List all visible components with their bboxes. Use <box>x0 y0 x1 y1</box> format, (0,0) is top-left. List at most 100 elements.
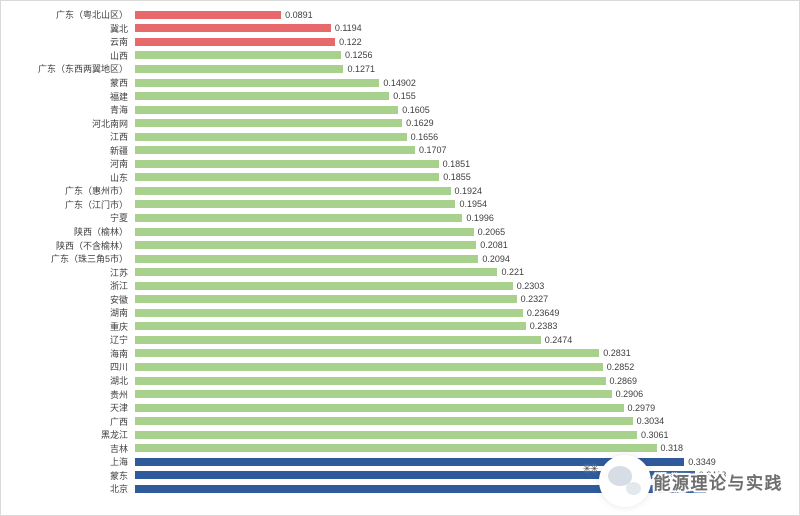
value-label: 0.2906 <box>615 389 644 400</box>
value-label: 0.1707 <box>418 145 447 156</box>
bar-row: 天津 0.2979 <box>5 401 797 415</box>
bar-row: 广东（东西两翼地区） 0.1271 <box>5 62 797 76</box>
bar <box>135 444 657 453</box>
bar-row: 广东（江门市） 0.1954 <box>5 198 797 212</box>
bar <box>135 335 541 344</box>
category-label: 云南 <box>109 37 128 48</box>
bar <box>135 457 685 466</box>
bar <box>135 200 456 209</box>
bar-row: 陕西（不含榆林） 0.2081 <box>5 238 797 252</box>
bar <box>135 362 603 371</box>
bar <box>135 268 498 277</box>
category-label: 浙江 <box>109 281 128 292</box>
value-label: 0.3034 <box>636 416 665 427</box>
category-label: 江西 <box>109 132 128 143</box>
value-label: 0.3413 <box>698 470 727 481</box>
value-label: 0.23649 <box>526 307 560 318</box>
bar <box>135 390 612 399</box>
bar-row: 冀北 0.1194 <box>5 22 797 36</box>
bar-row: 江苏 0.221 <box>5 265 797 279</box>
bar <box>135 227 474 236</box>
bar-row: 吉林 0.318 <box>5 442 797 456</box>
category-label: 广东（粤北山区） <box>55 10 128 21</box>
category-label: 蒙东 <box>109 470 128 481</box>
category-label: 湖北 <box>109 376 128 387</box>
value-label: 0.2852 <box>606 361 635 372</box>
bar <box>135 241 477 250</box>
category-label: 山东 <box>109 172 128 183</box>
bar-row: 广西 0.3034 <box>5 414 797 428</box>
value-label: 0.1855 <box>443 172 471 183</box>
value-label: 0.221 <box>501 267 524 278</box>
category-label: 河北南网 <box>91 118 128 129</box>
bar-row: 青海 0.1605 <box>5 103 797 117</box>
category-label: 冀北 <box>109 23 128 34</box>
bar-row: 广东（惠州市） 0.1924 <box>5 184 797 198</box>
category-label: 新疆 <box>109 145 128 156</box>
bar-row: 黑龙江 0.3061 <box>5 428 797 442</box>
bar <box>135 403 624 412</box>
category-label: 河南 <box>109 159 128 170</box>
bar <box>135 471 695 480</box>
category-label: 蒙西 <box>109 78 128 88</box>
value-label: 0.2831 <box>603 348 631 359</box>
bar-row: 江西 0.1656 <box>5 130 797 144</box>
bar <box>135 24 331 33</box>
value-label: 0.1271 <box>347 63 375 74</box>
bar <box>135 119 403 128</box>
category-label: 安徽 <box>109 294 128 305</box>
bar <box>135 146 415 155</box>
bar-row: 蒙西 0.14902 <box>5 76 797 90</box>
bar <box>135 51 341 60</box>
value-label: 0.2303 <box>516 280 545 291</box>
category-label: 宁夏 <box>109 213 128 224</box>
bar <box>135 430 637 439</box>
bar <box>135 417 633 426</box>
value-label: 0.0891 <box>285 9 313 20</box>
category-label: 辽宁 <box>109 335 128 346</box>
chart: 广东（粤北山区） 0.0891 冀北 0.1194 云南 0.122 山西 0.1256 广东（… <box>5 8 797 496</box>
value-label: 0.3349 <box>688 456 716 467</box>
wechat-logo-icon <box>598 455 651 507</box>
category-label: 贵州 <box>109 389 128 400</box>
value-label: 0.1656 <box>410 131 439 142</box>
value-label: 0.318 <box>660 443 684 454</box>
value-label: 0.1629 <box>406 118 434 129</box>
category-label: 重庆 <box>109 321 128 332</box>
bar <box>135 484 706 493</box>
bar-row: 浙江 0.2303 <box>5 279 797 293</box>
value-label: 0.1954 <box>459 199 487 210</box>
bar <box>135 92 390 101</box>
value-label: 0.14902 <box>383 77 416 88</box>
value-label: 0.2979 <box>627 402 656 413</box>
bar <box>135 349 600 358</box>
bar <box>135 186 451 195</box>
bar <box>135 281 513 290</box>
bar-row: 重庆 0.2383 <box>5 320 797 334</box>
bar <box>135 173 440 182</box>
value-label: 0.2327 <box>520 294 549 305</box>
bar-row: 广东（珠三角5市） 0.2094 <box>5 252 797 266</box>
category-label: 黑龙江 <box>100 430 128 441</box>
category-label: 青海 <box>109 105 128 116</box>
watermark: ✳✳ 能源理论与实践 <box>583 455 783 507</box>
bar-row: 陕西（榆林） 0.2065 <box>5 225 797 239</box>
bar <box>135 159 439 168</box>
value-label: 0.2094 <box>482 253 510 264</box>
bar-row: 安徽 0.2327 <box>5 292 797 306</box>
bar-row: 湖南 0.23649 <box>5 306 797 320</box>
bar-row: 湖北 0.2869 <box>5 374 797 388</box>
value-label: 0.2081 <box>480 240 508 251</box>
category-label: 广东（珠三角5市） <box>50 254 128 265</box>
bar <box>135 132 407 141</box>
category-label: 广东（东西两翼地区） <box>37 64 128 75</box>
category-label: 四川 <box>109 362 128 373</box>
value-label: 0.122 <box>339 36 362 47</box>
category-label: 上海 <box>109 457 128 468</box>
value-label: 0.1996 <box>466 212 494 223</box>
bar <box>135 10 282 19</box>
bar <box>135 105 399 114</box>
bar <box>135 37 336 46</box>
value-label: 0.2383 <box>529 321 558 332</box>
